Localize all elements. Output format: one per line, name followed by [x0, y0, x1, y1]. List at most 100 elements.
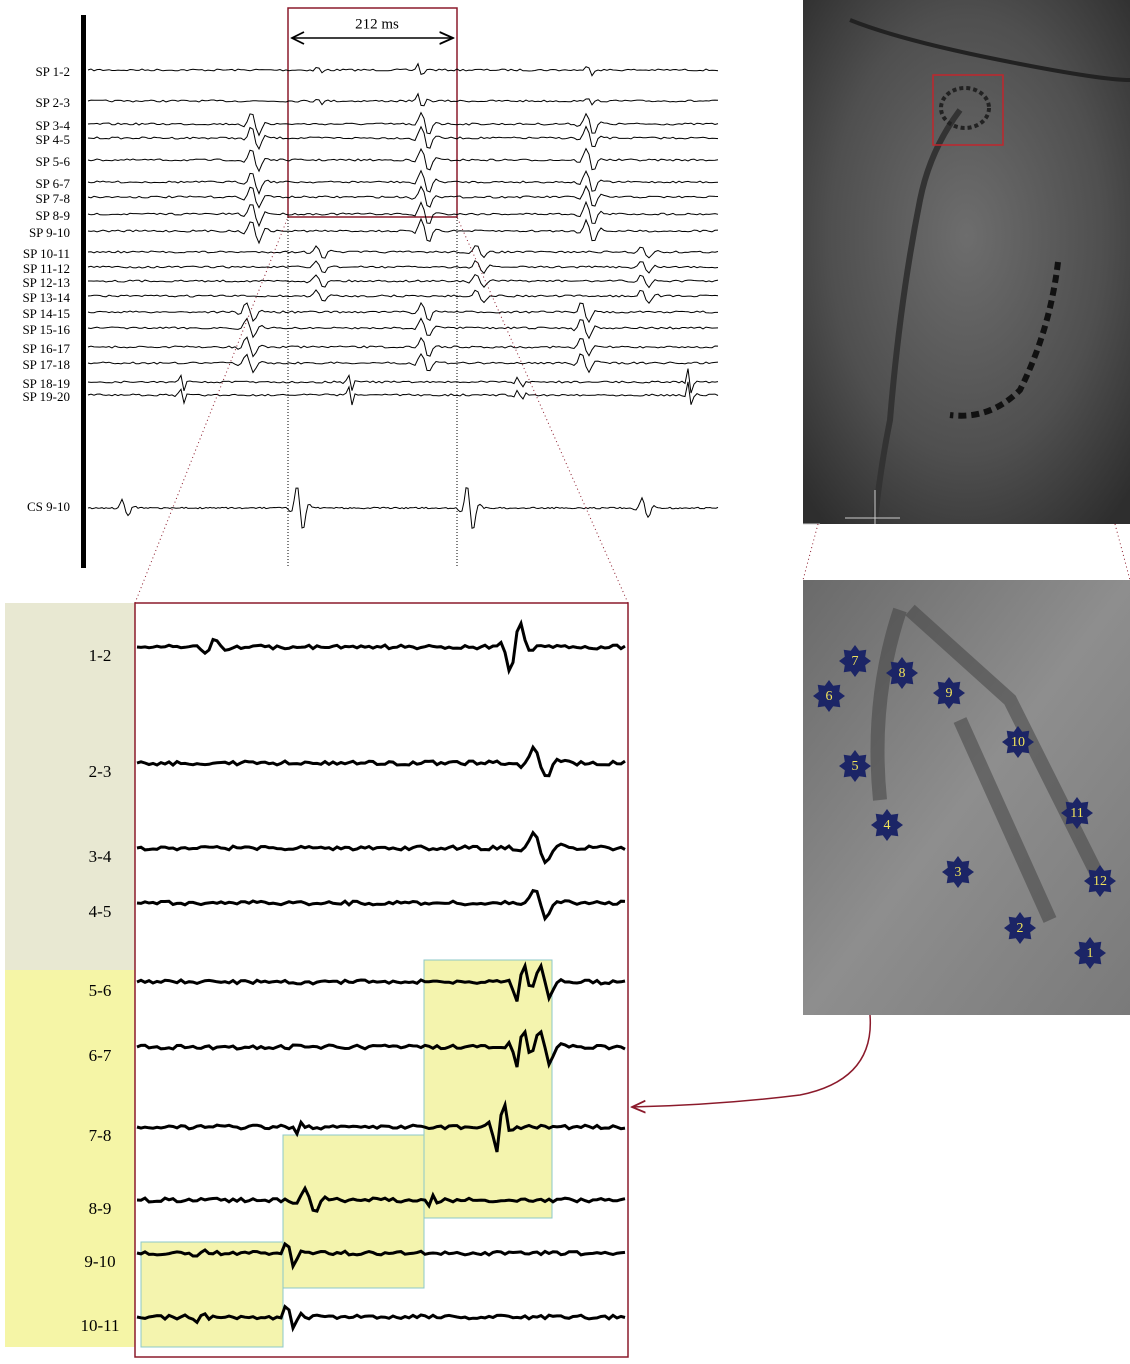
- electrode-label: 3: [955, 865, 962, 880]
- electrode-marker: [839, 645, 871, 677]
- trace: [87, 368, 719, 394]
- connector: [134, 216, 289, 604]
- electrode-label: 8: [899, 666, 906, 681]
- electrode-marker: [813, 680, 845, 712]
- lead-label: 2-3: [89, 762, 112, 781]
- lead-label: 8-9: [89, 1199, 112, 1218]
- axis-bar: [81, 15, 86, 568]
- electrode-marker: [839, 750, 871, 782]
- lead-label: SP 3-4: [35, 118, 70, 133]
- electrode-label: 6: [826, 689, 833, 704]
- zoom-box: [134, 602, 629, 1358]
- trace: [87, 381, 719, 406]
- electrode-marker: [1061, 797, 1093, 829]
- electrode-label: 1: [1087, 946, 1094, 961]
- trace: [87, 147, 719, 173]
- trace: [87, 169, 719, 195]
- lead-label: SP 1-2: [35, 64, 70, 79]
- electrode-marker: [1002, 726, 1034, 758]
- trace: [87, 217, 719, 245]
- highlight: [140, 1241, 284, 1348]
- electrode-marker: [933, 677, 965, 709]
- trace: [136, 744, 626, 778]
- highlight: [282, 1134, 425, 1289]
- fluoro-image: [803, 0, 1130, 524]
- trace: [87, 336, 719, 358]
- trace: [136, 888, 626, 922]
- electrode-marker: [871, 809, 903, 841]
- trace: [87, 301, 718, 324]
- electrode-label: 4: [884, 818, 891, 833]
- lead-label: SP 8-9: [35, 208, 70, 223]
- roi-box: [932, 74, 1004, 146]
- trace: [87, 92, 719, 107]
- trace: [87, 62, 719, 77]
- traces: [136, 618, 626, 1333]
- trace: [87, 317, 719, 340]
- lead-label: 9-10: [84, 1252, 115, 1271]
- lead-label: SP 7-8: [35, 191, 70, 206]
- cs-label: CS 9-10: [27, 499, 70, 514]
- lead-label: 4-5: [89, 902, 112, 921]
- trace: [136, 1185, 626, 1213]
- lead-label: 5-6: [89, 981, 112, 1000]
- electrode-label: 5: [852, 759, 859, 774]
- trace: [87, 111, 719, 137]
- lead-label: SP 6-7: [35, 176, 70, 191]
- trace: [87, 289, 719, 304]
- lead-label: SP 10-11: [23, 246, 70, 261]
- window-box: [287, 7, 458, 218]
- link-arrow: [632, 1014, 872, 1107]
- electrode-label: 9: [946, 686, 953, 701]
- trace: [87, 125, 719, 151]
- trace: [136, 1304, 626, 1333]
- electrode-marker: [1004, 912, 1036, 944]
- lead-label: SP 19-20: [22, 389, 70, 404]
- electrode-label: 12: [1093, 874, 1107, 889]
- trace: [136, 1099, 626, 1153]
- electrode-label: 2: [1017, 921, 1024, 936]
- interval-label: 212 ms: [355, 16, 399, 32]
- trace: [136, 1028, 626, 1069]
- lead-label: 10-11: [80, 1316, 119, 1335]
- trace: [88, 273, 719, 289]
- electrode-label: 7: [852, 654, 859, 669]
- electrode-label: 11: [1070, 806, 1083, 821]
- electrode-marker: [1074, 937, 1106, 969]
- connector: [456, 216, 629, 604]
- trace: [136, 961, 626, 1003]
- lead-label: SP 5-6: [35, 154, 70, 169]
- trace: [87, 200, 719, 228]
- lead-label: SP 15-16: [22, 322, 70, 337]
- highlight: [423, 959, 553, 1219]
- connector: [802, 523, 819, 581]
- trace: [87, 259, 719, 275]
- lead-label: SP 2-3: [35, 95, 70, 110]
- trace: [87, 353, 719, 374]
- lead-label: SP 16-17: [22, 341, 70, 356]
- trace: [87, 245, 719, 259]
- trace: [87, 487, 719, 529]
- lead-label: SP 12-13: [22, 275, 70, 290]
- lead-label: SP 14-15: [22, 306, 70, 321]
- connector: [1114, 523, 1130, 581]
- trace: [136, 618, 626, 676]
- trace: [136, 829, 626, 866]
- lead-label: 6-7: [89, 1046, 112, 1065]
- lead-label: 3-4: [89, 847, 112, 866]
- lead-label: 1-2: [89, 646, 112, 665]
- electrode-marker: [942, 856, 974, 888]
- traces: [87, 62, 719, 529]
- lead-label: SP 17-18: [22, 357, 70, 372]
- lead-label: SP 18-19: [22, 376, 70, 391]
- lead-label: SP 11-12: [23, 261, 70, 276]
- electrode-marker: [886, 657, 918, 689]
- trace: [87, 184, 719, 209]
- lead-label: SP 13-14: [22, 290, 70, 305]
- label-band: [5, 603, 135, 970]
- label-band: [5, 970, 135, 1347]
- lead-label: 7-8: [89, 1126, 112, 1145]
- electrode-label: 10: [1011, 735, 1025, 750]
